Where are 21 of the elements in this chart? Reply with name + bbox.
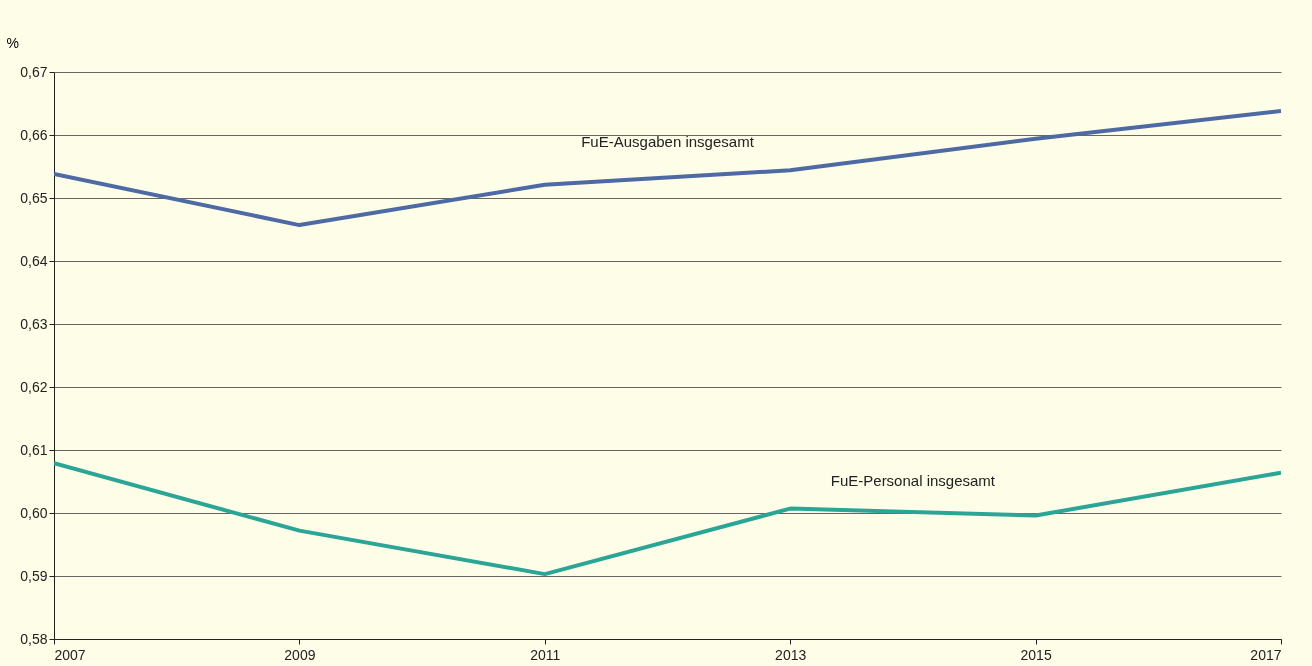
x-tick-label: 2017 — [1250, 646, 1282, 663]
y-tick-label: 0,62 — [20, 378, 48, 395]
y-tick-label: 0,66 — [20, 126, 48, 143]
y-tick-label: 0,64 — [20, 252, 48, 269]
y-tick-label: 0,58 — [20, 630, 48, 647]
series-label: FuE-Personal insgesamt — [830, 471, 996, 489]
y-tick-label: 0,63 — [20, 315, 48, 332]
y-tick-label: 0,67 — [20, 63, 48, 80]
y-tick-label: 0,60 — [20, 504, 48, 521]
x-tick-label: 2013 — [775, 646, 807, 663]
line-series — [54, 109, 1281, 228]
line-series — [54, 461, 1281, 577]
x-tick-label: 2015 — [1020, 646, 1052, 663]
y-tick-label: 0,61 — [20, 441, 48, 458]
x-tick-label: 2011 — [530, 646, 561, 663]
y-axis-title: % — [6, 34, 19, 51]
series-label: FuE-Ausgaben insgesamt — [581, 133, 755, 151]
x-tick-label: 2007 — [54, 646, 86, 663]
x-tick-label: 2009 — [284, 646, 316, 663]
y-tick-label: 0,65 — [20, 189, 48, 206]
y-tick-label: 0,59 — [20, 567, 48, 584]
